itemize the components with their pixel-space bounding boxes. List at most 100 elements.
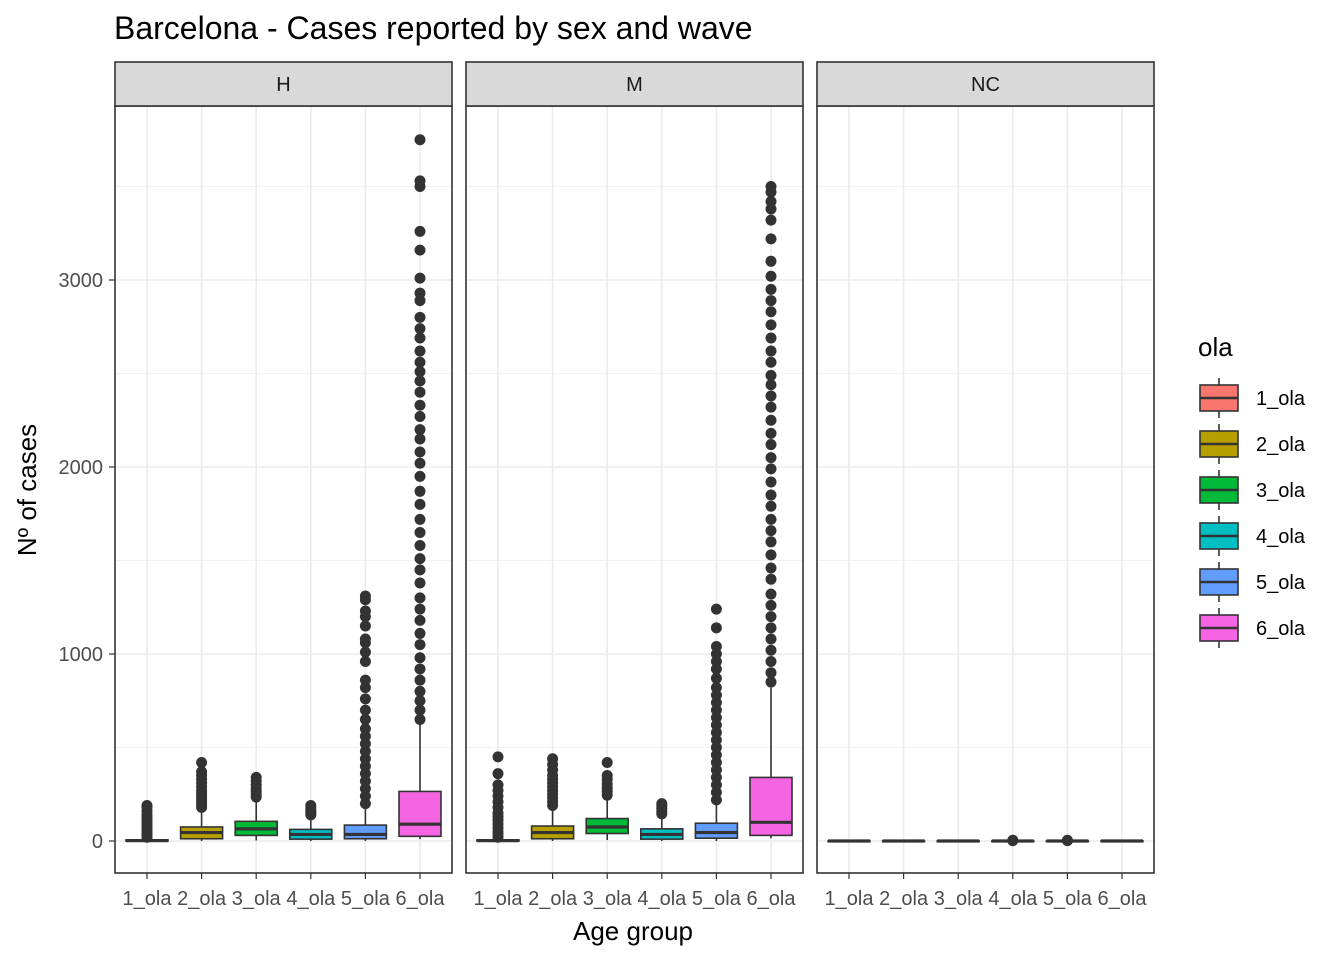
x-tick-label: 1_ola bbox=[123, 888, 173, 910]
outlier-point bbox=[765, 390, 777, 402]
facet-strip bbox=[816, 61, 1155, 107]
outlier-point bbox=[765, 283, 777, 295]
outlier-point bbox=[414, 695, 426, 707]
y-tick-label: 1000 bbox=[59, 644, 104, 666]
x-tick-label: 1_ola bbox=[474, 888, 524, 910]
panel-background bbox=[115, 106, 452, 873]
outlier-point bbox=[765, 332, 777, 344]
x-tick-label: 3_ola bbox=[232, 888, 282, 910]
outlier-point bbox=[196, 756, 208, 768]
box-m-3_ola bbox=[585, 756, 630, 841]
outlier-point bbox=[765, 270, 777, 282]
chart-title: Barcelona - Cases reported by sex and wa… bbox=[114, 10, 753, 46]
x-tick-label: 2_ola bbox=[879, 888, 929, 910]
x-tick-label: 6_ola bbox=[747, 888, 797, 910]
y-tick-label: 0 bbox=[92, 831, 103, 853]
outlier-point bbox=[414, 345, 426, 357]
x-tick-label: 5_ola bbox=[341, 888, 391, 910]
outlier-point bbox=[547, 753, 559, 765]
box-m-2_ola bbox=[530, 753, 575, 841]
x-axis-title: Age group bbox=[573, 916, 693, 946]
outlier-point bbox=[414, 663, 426, 675]
outlier-point bbox=[765, 295, 777, 307]
outlier-point bbox=[414, 713, 426, 725]
x-tick-label: 3_ola bbox=[583, 888, 633, 910]
box-iqr bbox=[749, 776, 793, 837]
legend-entry-3_ola: 3_ola bbox=[1199, 470, 1306, 510]
outlier-point bbox=[765, 369, 777, 381]
outlier-point bbox=[710, 603, 722, 615]
outlier-point bbox=[359, 655, 371, 667]
legend-entry-4_ola: 4_ola bbox=[1199, 516, 1306, 556]
facet-strip bbox=[465, 61, 804, 107]
outlier-point bbox=[414, 399, 426, 411]
outlier-point bbox=[305, 799, 317, 811]
outlier-point bbox=[765, 255, 777, 267]
outlier-point bbox=[765, 588, 777, 600]
outlier-point bbox=[765, 195, 777, 207]
outlier-point bbox=[414, 553, 426, 565]
outlier-point bbox=[765, 667, 777, 679]
y-tick-label: 3000 bbox=[59, 270, 104, 292]
outlier-point bbox=[414, 457, 426, 469]
outlier-point bbox=[414, 366, 426, 378]
outlier-point bbox=[414, 577, 426, 589]
outlier-point bbox=[414, 175, 426, 187]
outlier-point bbox=[765, 622, 777, 634]
outlier-point bbox=[414, 225, 426, 237]
facet-strip-label: M bbox=[626, 74, 643, 96]
x-tick-label: 1_ola bbox=[825, 888, 875, 910]
outlier-point bbox=[710, 672, 722, 684]
legend-title: ola bbox=[1198, 332, 1233, 362]
facet-panel-m: M 1_ola 2_ola 3_ola 4_ola 5_ola 6_ola bbox=[465, 61, 804, 910]
outlier-point bbox=[765, 489, 777, 501]
outlier-point bbox=[765, 500, 777, 512]
outlier-point bbox=[359, 646, 371, 658]
box-nc-4_ola bbox=[990, 834, 1035, 847]
legend-entry-2_ola: 2_ola bbox=[1199, 424, 1306, 464]
outlier-point bbox=[601, 770, 613, 782]
outlier-point bbox=[359, 723, 371, 735]
outlier-point bbox=[765, 356, 777, 368]
box-m-4_ola bbox=[639, 798, 684, 841]
outlier-point bbox=[492, 779, 504, 791]
outlier-point bbox=[765, 549, 777, 561]
outlier-point bbox=[710, 622, 722, 634]
outlier-point bbox=[414, 674, 426, 686]
outlier-point bbox=[414, 287, 426, 299]
outlier-point bbox=[141, 799, 153, 811]
box-nc-5_ola bbox=[1045, 834, 1090, 847]
outlier-point bbox=[765, 525, 777, 537]
outlier-point bbox=[414, 513, 426, 525]
y-tick-label: 2000 bbox=[59, 457, 104, 479]
outlier-point bbox=[414, 244, 426, 256]
facet-strip bbox=[114, 61, 453, 107]
outlier-point bbox=[492, 768, 504, 780]
facet-panel-h: H 1_ola 2_ola 3_ola 4_ola 5_ola 6_ola bbox=[114, 61, 453, 910]
outlier-point bbox=[765, 345, 777, 357]
facet-strip-label: NC bbox=[971, 74, 1000, 96]
x-tick-label: 2_ola bbox=[528, 888, 578, 910]
outlier-point bbox=[414, 311, 426, 323]
outlier-point bbox=[414, 498, 426, 510]
outlier-point bbox=[765, 319, 777, 331]
outlier-point bbox=[250, 771, 262, 783]
outlier-point bbox=[765, 655, 777, 667]
outlier-point bbox=[765, 414, 777, 426]
outlier-point bbox=[414, 526, 426, 538]
legend-label: 6_ola bbox=[1256, 618, 1306, 640]
box-h-6_ola bbox=[398, 134, 442, 840]
outlier-point bbox=[414, 564, 426, 576]
x-tick-label: 6_ola bbox=[1098, 888, 1148, 910]
outlier-point bbox=[710, 682, 722, 694]
legend-entry-6_ola: 6_ola bbox=[1199, 608, 1306, 648]
outlier-point bbox=[765, 611, 777, 623]
outlier-point bbox=[414, 470, 426, 482]
x-tick-label: 2_ola bbox=[177, 888, 227, 910]
outlier-point bbox=[414, 411, 426, 423]
outlier-point bbox=[359, 704, 371, 716]
outlier-point bbox=[359, 620, 371, 632]
outlier-point bbox=[765, 599, 777, 611]
outlier-point bbox=[414, 485, 426, 497]
